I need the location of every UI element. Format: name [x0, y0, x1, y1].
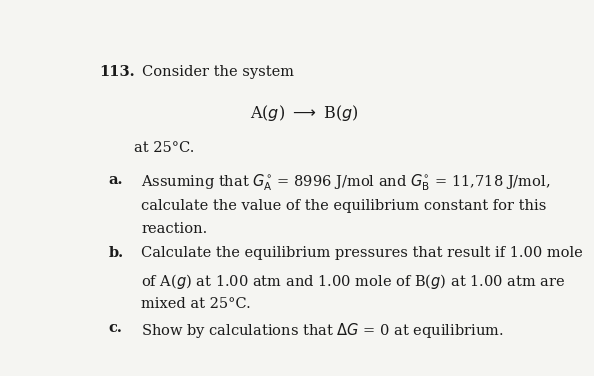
Text: b.: b. — [109, 246, 124, 260]
Text: mixed at 25°C.: mixed at 25°C. — [141, 297, 251, 311]
Text: 113.: 113. — [100, 65, 135, 79]
Text: Assuming that $G^{\circ}_{\mathrm{A}}$ = 8996 J/mol and $G^{\circ}_{\mathrm{B}}$: Assuming that $G^{\circ}_{\mathrm{A}}$ =… — [141, 173, 551, 193]
Text: c.: c. — [109, 321, 122, 335]
Text: a.: a. — [109, 173, 124, 186]
Text: of A($g$) at 1.00 atm and 1.00 mole of B($g$) at 1.00 atm are: of A($g$) at 1.00 atm and 1.00 mole of B… — [141, 271, 565, 291]
Text: Consider the system: Consider the system — [143, 65, 295, 79]
Text: at 25°C.: at 25°C. — [134, 141, 194, 155]
Text: calculate the value of the equilibrium constant for this: calculate the value of the equilibrium c… — [141, 199, 546, 212]
Text: reaction.: reaction. — [141, 222, 207, 236]
Text: Calculate the equilibrium pressures that result if 1.00 mole: Calculate the equilibrium pressures that… — [141, 246, 583, 260]
Text: Show by calculations that $\Delta G$ = 0 at equilibrium.: Show by calculations that $\Delta G$ = 0… — [141, 321, 504, 340]
Text: A($g$) $\longrightarrow$ B($g$): A($g$) $\longrightarrow$ B($g$) — [250, 103, 359, 123]
